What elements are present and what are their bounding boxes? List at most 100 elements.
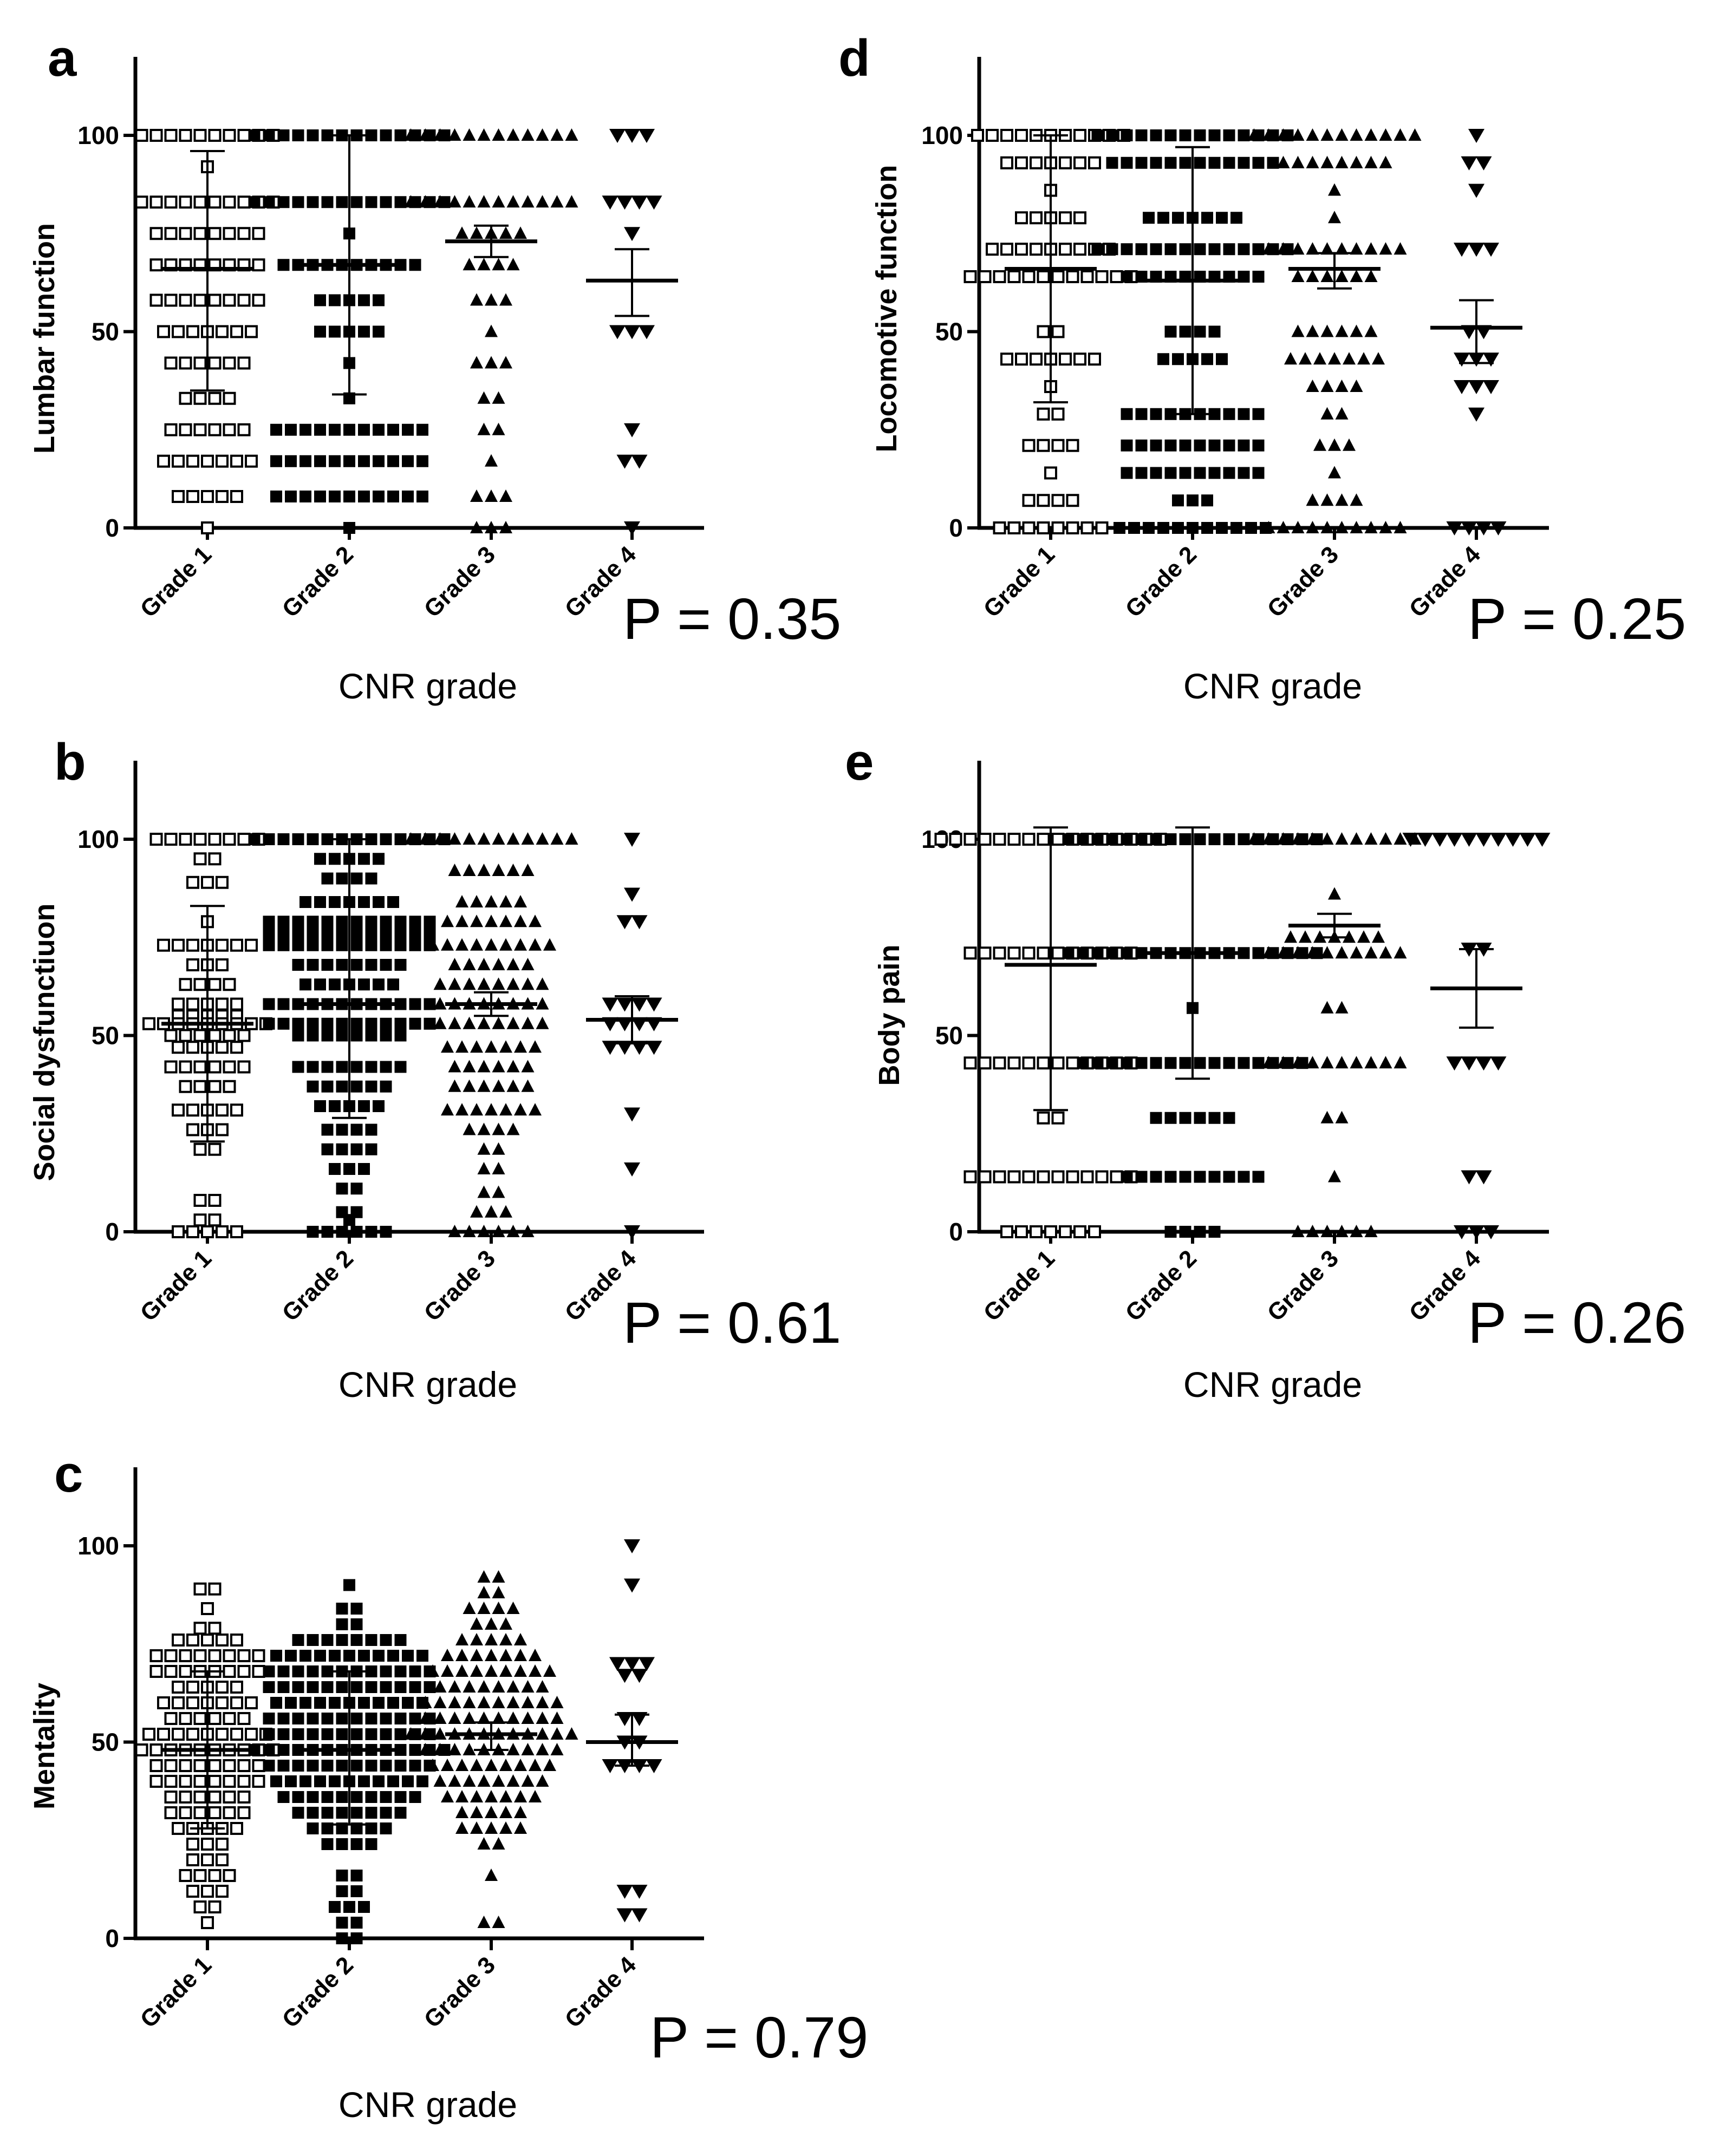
data-point [609, 129, 626, 143]
data-point [1194, 467, 1206, 479]
data-point [521, 1696, 535, 1708]
data-point [1051, 494, 1065, 507]
data-point [1350, 832, 1363, 845]
data-point [1394, 242, 1407, 255]
data-point [350, 1618, 363, 1630]
data-point [455, 1790, 468, 1802]
data-point [380, 927, 392, 939]
data-point [292, 927, 304, 939]
data-point [499, 1205, 512, 1218]
data-point [1223, 1112, 1235, 1124]
data-point [193, 1900, 207, 1913]
data-point [1468, 407, 1484, 422]
data-point [277, 833, 290, 845]
data-point [993, 270, 1006, 283]
data-point [1394, 128, 1407, 141]
data-point [470, 293, 483, 306]
data-point [216, 490, 229, 503]
data-point [186, 958, 199, 971]
data-point [1223, 156, 1235, 169]
data-point [350, 872, 363, 885]
data-point [1475, 833, 1492, 847]
data-point [1343, 352, 1356, 365]
data-point [248, 833, 261, 845]
data-point [1461, 833, 1477, 847]
data-point [521, 864, 535, 876]
data-point [409, 1760, 421, 1772]
data-point [492, 391, 505, 404]
data-point [616, 1885, 633, 1899]
data-point [321, 1634, 334, 1646]
data-point [373, 1650, 385, 1662]
data-point [314, 896, 326, 908]
data-point [1252, 243, 1265, 256]
x-tick-label: Grade 1 [135, 1245, 217, 1327]
data-point [506, 128, 520, 141]
data-point [1121, 408, 1133, 420]
data-point [164, 1665, 178, 1678]
data-point [1022, 833, 1036, 846]
data-point [1238, 243, 1250, 256]
series-grade-3 [404, 1570, 578, 1928]
data-point [394, 1791, 407, 1803]
data-point [380, 833, 392, 845]
data-point [358, 1697, 370, 1709]
data-point [624, 227, 640, 241]
data-point [1483, 352, 1499, 367]
data-point [329, 423, 341, 436]
data-point [1468, 129, 1484, 143]
data-point [424, 1681, 436, 1693]
data-point [631, 1908, 648, 1923]
data-point [380, 1061, 392, 1073]
data-point [1306, 324, 1319, 337]
data-point [350, 1017, 363, 1030]
data-point [1461, 1170, 1477, 1185]
data-point [624, 423, 640, 437]
data-point [536, 128, 549, 141]
data-point [245, 1728, 258, 1741]
data-point [1475, 1170, 1492, 1185]
data-point [394, 259, 407, 271]
data-point [285, 1697, 297, 1709]
data-point [1135, 833, 1148, 845]
data-point [1066, 1056, 1079, 1070]
data-point [201, 490, 214, 503]
data-point [179, 1665, 192, 1678]
data-point [1022, 494, 1036, 507]
data-point [409, 1791, 421, 1803]
data-point [307, 1728, 319, 1740]
series-grade-3 [1247, 832, 1422, 1237]
data-point [506, 1602, 520, 1614]
data-point [506, 258, 520, 271]
series-grade-1 [934, 826, 1167, 1238]
data-point [193, 1759, 207, 1772]
data-point [394, 998, 407, 1010]
data-point [492, 258, 505, 271]
data-point [164, 1806, 178, 1819]
data-point [1000, 1225, 1013, 1238]
data-point [321, 1791, 334, 1803]
data-point [1135, 156, 1148, 169]
data-point [521, 1711, 535, 1724]
data-point [149, 227, 163, 240]
data-point [1015, 129, 1028, 142]
data-point [934, 833, 948, 846]
data-point [230, 1634, 243, 1647]
data-point [237, 423, 251, 436]
data-point [1150, 243, 1162, 256]
data-point [1252, 439, 1265, 452]
data-point [463, 195, 476, 208]
data-point [277, 1744, 290, 1756]
data-point [1150, 833, 1162, 845]
data-point [1059, 352, 1072, 366]
y-tick-label: 50 [92, 1728, 119, 1756]
data-point [321, 129, 334, 141]
data-point [336, 1870, 348, 1881]
data-point [193, 1194, 207, 1207]
data-point [1135, 1057, 1148, 1069]
data-point [492, 1060, 505, 1073]
p-value: P = 0.25 [1468, 586, 1686, 651]
data-point [506, 1016, 520, 1029]
data-point [477, 1016, 491, 1029]
data-point [1194, 1226, 1206, 1238]
